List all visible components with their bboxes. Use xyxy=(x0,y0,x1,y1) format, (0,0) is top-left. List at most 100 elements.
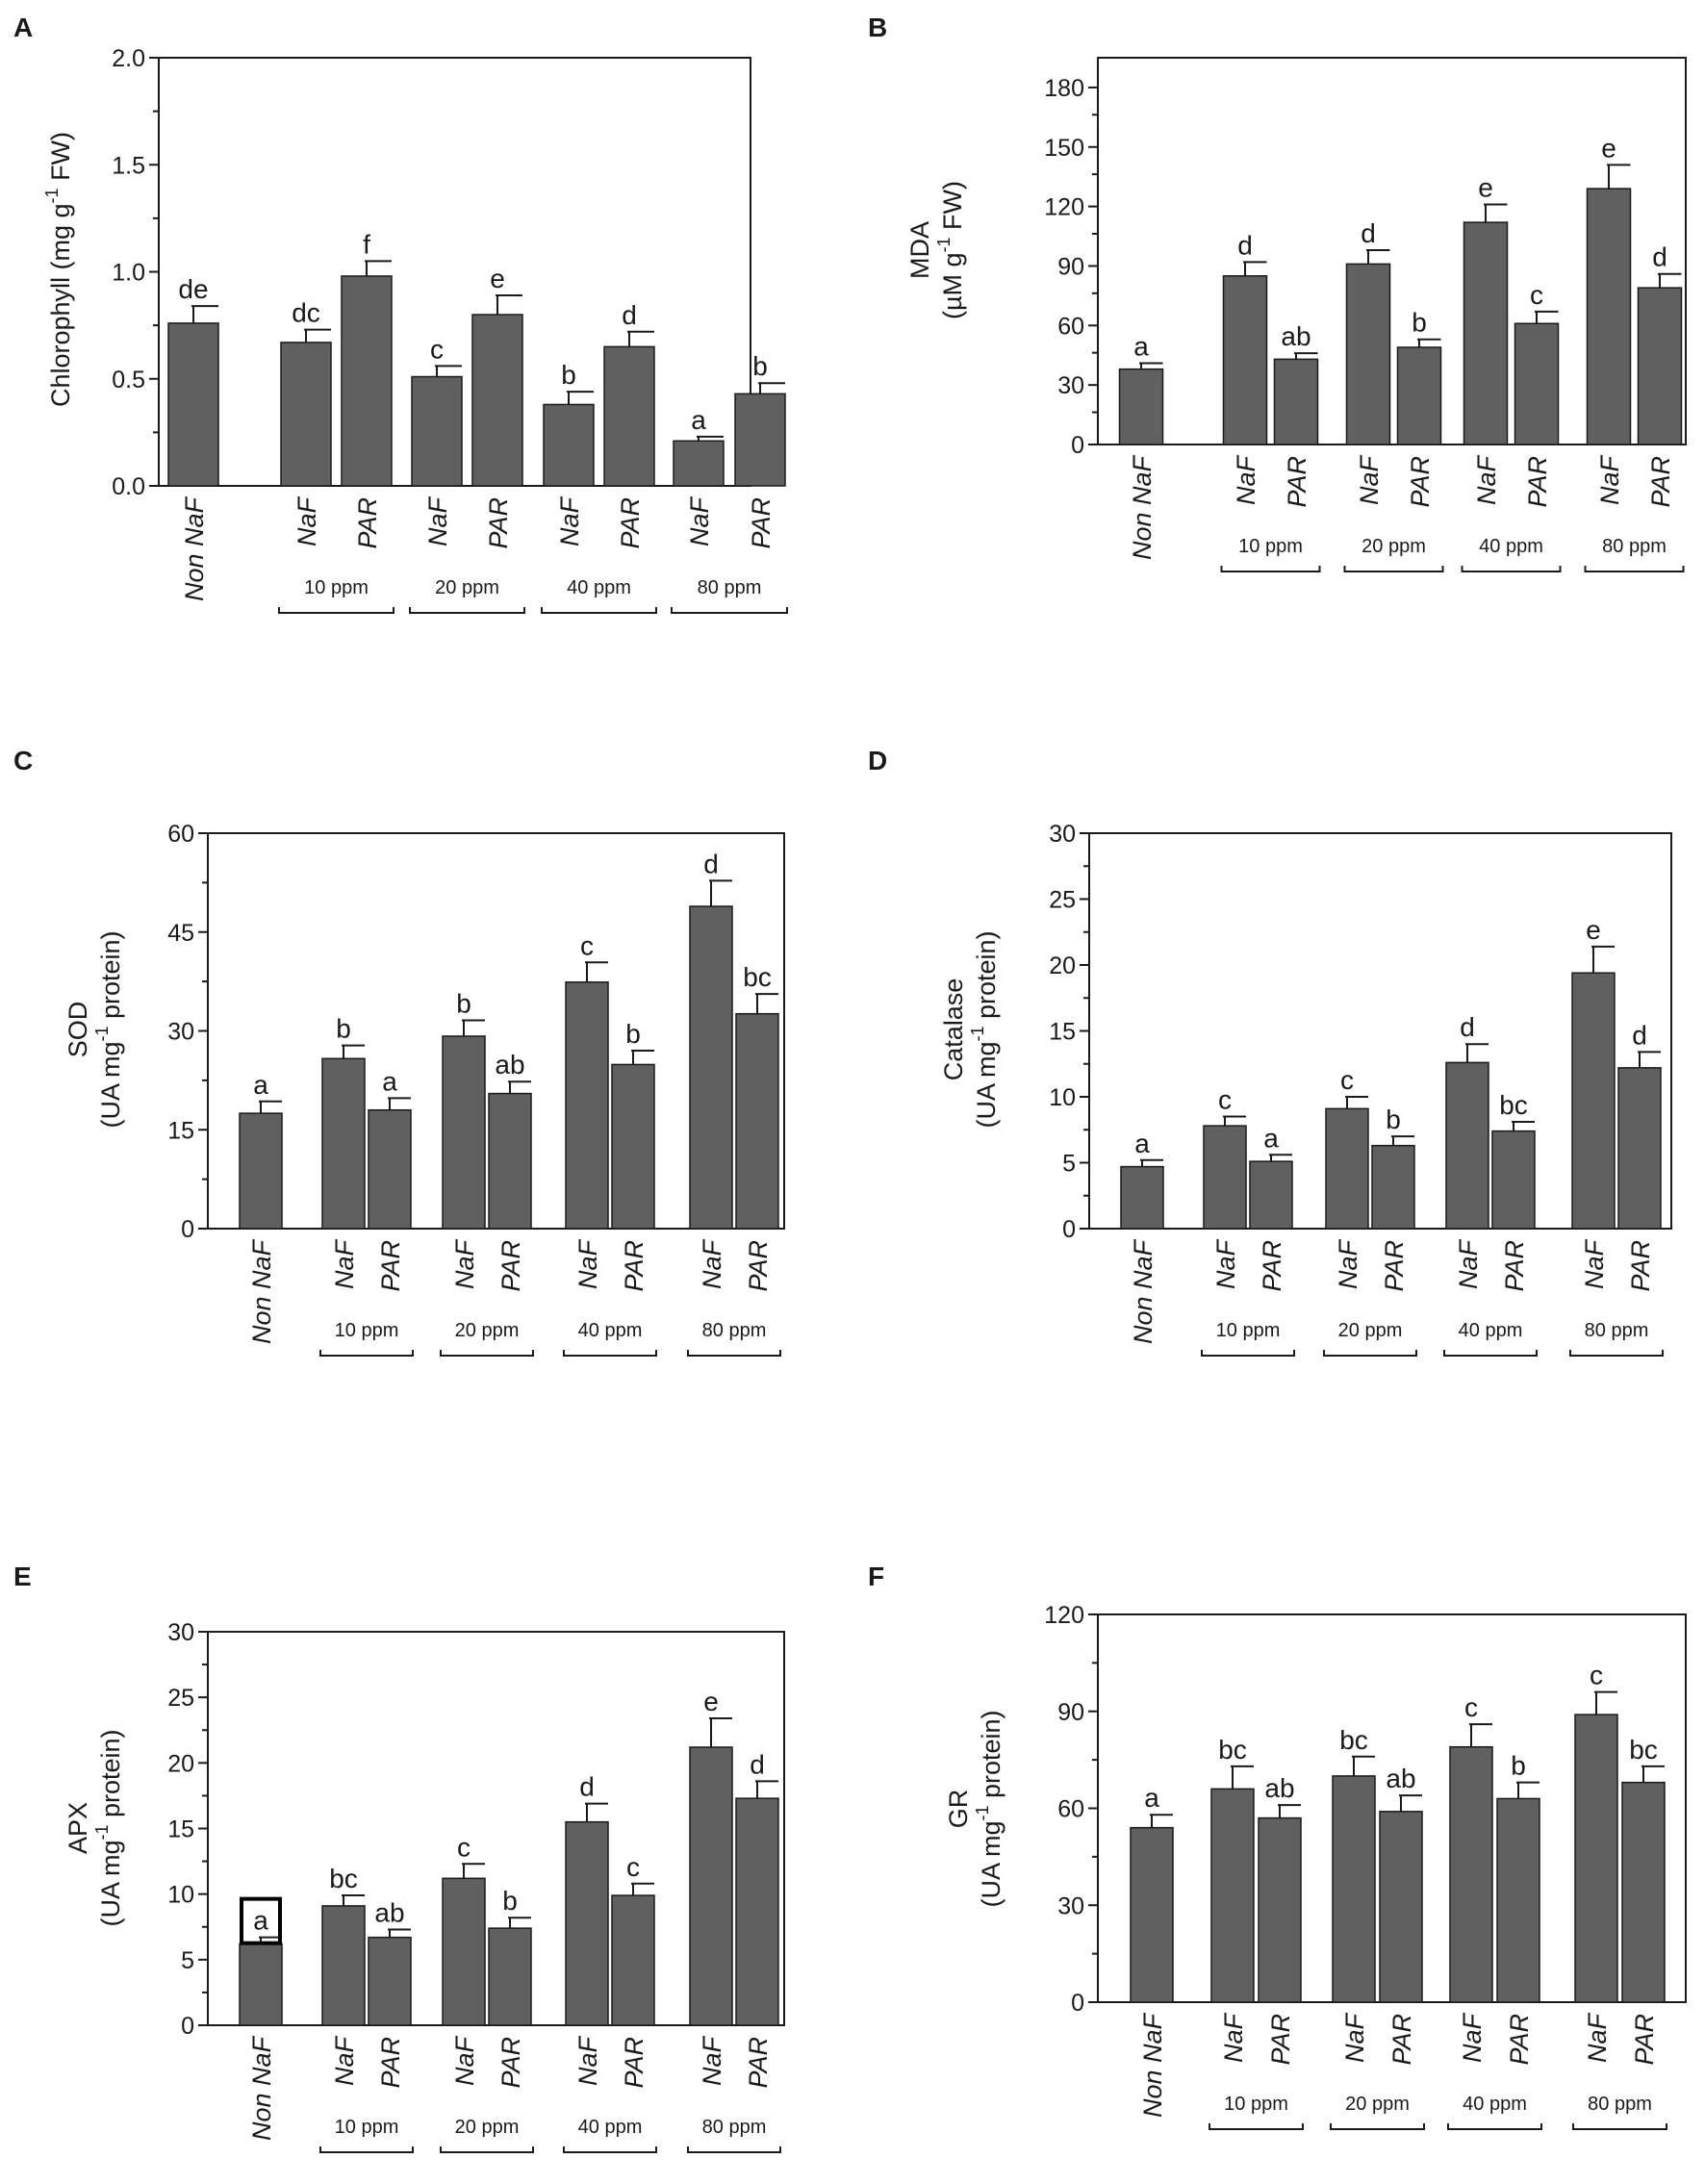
y-tick-label: 0 xyxy=(1062,1216,1076,1243)
x-label-par: PAR xyxy=(353,497,382,549)
bar xyxy=(239,1112,283,1230)
bar xyxy=(1449,1745,1493,2003)
y-tick-label: 60 xyxy=(167,821,194,848)
dose-label: 80 ppm xyxy=(1602,536,1667,557)
x-label-par: PAR xyxy=(620,1240,649,1292)
y-axis-title: SOD xyxy=(64,1002,92,1058)
bar xyxy=(1210,1788,1255,2003)
dose-bracket xyxy=(1461,566,1562,572)
y-axis-title: MDA xyxy=(905,221,934,279)
dose-bracket xyxy=(440,2146,534,2153)
x-label-naf: NaF xyxy=(685,496,714,547)
significance-label: d xyxy=(703,849,719,878)
bar xyxy=(1371,1144,1415,1230)
significance-label: ab xyxy=(1264,1773,1294,1803)
y-axis-unit: (UA mg-1 protein) xyxy=(968,930,1001,1128)
significance-label: b xyxy=(625,1019,641,1049)
significance-label: bc xyxy=(743,962,772,992)
dose-label: 40 ppm xyxy=(567,577,631,598)
dose-label: 10 ppm xyxy=(1238,536,1303,557)
bar xyxy=(1396,346,1442,445)
bar xyxy=(280,342,332,487)
y-tick-label: 60 xyxy=(1057,1796,1084,1823)
y-tick-label: 90 xyxy=(1057,253,1084,280)
y-tick-label: 15 xyxy=(167,1117,194,1144)
dose-label: 40 ppm xyxy=(1463,2094,1527,2115)
bar xyxy=(1496,1797,1540,2003)
bar xyxy=(239,1943,283,2026)
y-tick-label: 30 xyxy=(1049,821,1076,848)
y-tick-label: 10 xyxy=(1049,1084,1076,1111)
y-tick-label: 10 xyxy=(167,1882,194,1909)
x-label-naf: NaF xyxy=(1355,455,1384,506)
y-tick-label: 25 xyxy=(167,1685,194,1712)
significance-label: f xyxy=(363,229,370,259)
bar xyxy=(1120,1165,1164,1230)
y-tick-label: 0.5 xyxy=(112,367,145,394)
y-tick-label: 5 xyxy=(181,1947,194,1974)
significance-label: bc xyxy=(1218,1735,1247,1765)
x-label-naf: NaF xyxy=(573,2036,602,2087)
dose-bracket xyxy=(541,607,657,614)
x-label-par: PAR xyxy=(1406,456,1435,508)
x-label-non-naf: Non NaF xyxy=(180,496,209,602)
significance-label: a xyxy=(691,405,706,435)
y-tick-label: 0 xyxy=(1071,432,1084,459)
y-tick-label: 30 xyxy=(167,1619,194,1646)
y-tick-label: 150 xyxy=(1044,135,1084,162)
dose-label: 20 ppm xyxy=(455,2117,520,2138)
significance-label: d xyxy=(579,1772,595,1802)
bar xyxy=(1514,322,1560,445)
dose-bracket xyxy=(1447,2123,1542,2130)
dose-bracket xyxy=(319,2146,414,2153)
dose-label: 10 ppm xyxy=(1216,1320,1281,1341)
panel-letter: F xyxy=(868,1562,884,1591)
panel-letter: A xyxy=(13,13,33,42)
x-label-naf: NaF xyxy=(450,1239,479,1290)
significance-label: a xyxy=(1134,1129,1150,1158)
bar xyxy=(321,1057,366,1230)
bar xyxy=(1203,1125,1247,1230)
significance-label: c xyxy=(430,334,444,364)
bar xyxy=(689,1746,733,2026)
x-label-naf: NaF xyxy=(555,496,584,547)
x-label-naf: NaF xyxy=(1340,2013,1369,2064)
x-label-naf: NaF xyxy=(1334,1239,1362,1290)
x-label-naf: NaF xyxy=(423,496,452,547)
dose-bracket xyxy=(1201,1350,1295,1357)
significance-label: d xyxy=(1632,1020,1647,1050)
x-label-naf: NaF xyxy=(1232,455,1260,506)
significance-label: dc xyxy=(292,298,320,328)
x-label-naf: NaF xyxy=(330,1239,359,1290)
x-label-naf: NaF xyxy=(1458,2013,1487,2064)
y-tick-label: 30 xyxy=(1057,372,1084,399)
dose-label: 80 ppm xyxy=(1585,1320,1649,1341)
significance-label: bc xyxy=(329,1864,358,1893)
y-tick-label: 120 xyxy=(1044,1602,1084,1629)
x-label-non-naf: Non NaF xyxy=(1129,1239,1158,1345)
bar xyxy=(1258,1816,1302,2003)
y-tick-label: 15 xyxy=(1049,1019,1076,1046)
bar xyxy=(471,314,523,487)
x-label-par: PAR xyxy=(616,497,645,549)
bar xyxy=(488,1927,532,2026)
bar xyxy=(735,1012,779,1230)
dose-label: 10 ppm xyxy=(1224,2094,1288,2115)
significance-label: b xyxy=(752,351,768,381)
y-tick-label: 1.0 xyxy=(112,260,145,287)
bar xyxy=(442,1035,486,1230)
significance-label: d xyxy=(1652,242,1667,272)
dose-bracket xyxy=(1220,566,1321,572)
significance-label: a xyxy=(1263,1123,1279,1153)
x-label-par: PAR xyxy=(1630,2014,1659,2066)
x-label-par: PAR xyxy=(496,1240,525,1292)
significance-label: c xyxy=(1218,1085,1232,1115)
dose-label: 20 ppm xyxy=(435,577,499,598)
y-axis-title: Chlorophyll (mg g-1 FW) xyxy=(42,132,75,407)
significance-label: ab xyxy=(1386,1764,1415,1793)
dose-bracket xyxy=(671,607,788,614)
x-label-naf: NaF xyxy=(1472,455,1501,506)
bar xyxy=(411,375,463,487)
